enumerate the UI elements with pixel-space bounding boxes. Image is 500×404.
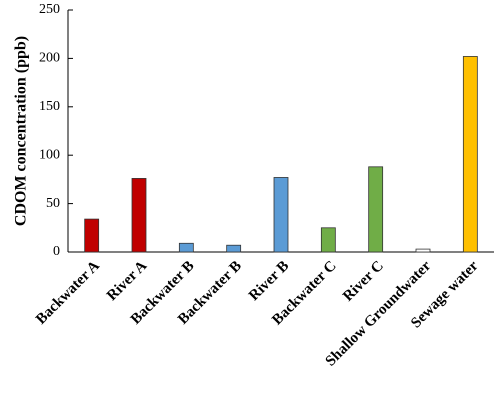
bar <box>131 178 147 253</box>
y-tick-label: 200 <box>39 51 60 66</box>
y-tick-label: 100 <box>39 147 60 162</box>
bar <box>462 56 478 253</box>
x-tick-label: River A <box>104 258 150 304</box>
bar <box>178 242 194 253</box>
bar <box>415 248 431 253</box>
y-tick-label: 250 <box>39 2 60 17</box>
x-tick-label: River C <box>340 258 387 305</box>
x-tick-label: Backwater A <box>33 258 103 328</box>
y-tick-label: 50 <box>46 196 60 211</box>
bar <box>320 227 336 253</box>
bar <box>226 244 242 253</box>
bar <box>273 177 289 253</box>
y-axis-label: CDOM concentration (ppb) <box>13 36 30 226</box>
x-tick-label: River B <box>246 258 292 304</box>
bar <box>84 218 100 253</box>
y-tick-label: 150 <box>39 99 60 114</box>
y-tick-label: 0 <box>53 244 60 259</box>
bar <box>368 166 384 253</box>
